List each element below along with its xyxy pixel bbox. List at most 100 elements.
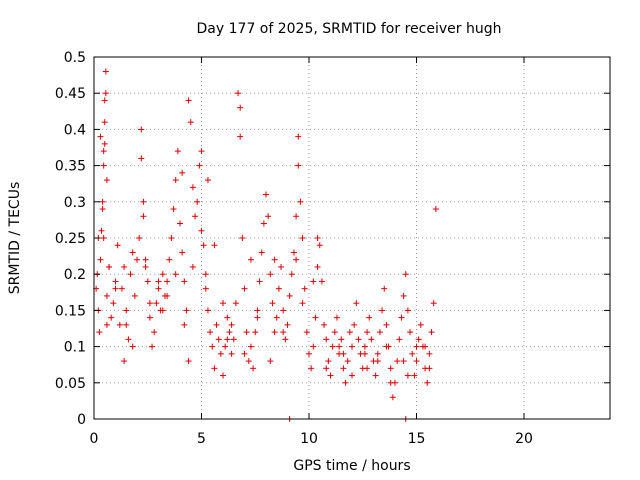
data-point — [164, 292, 171, 299]
y-tick-label: 0.05 — [55, 376, 86, 392]
data-point — [366, 314, 373, 321]
data-point — [402, 271, 409, 278]
data-point — [174, 148, 181, 155]
data-point — [301, 285, 308, 292]
data-point — [202, 271, 209, 278]
x-tick-label: 20 — [515, 431, 533, 447]
data-point — [198, 227, 205, 234]
data-point — [331, 329, 338, 336]
data-point — [98, 227, 105, 234]
data-point — [372, 372, 379, 379]
data-point — [263, 191, 269, 198]
data-point — [344, 358, 351, 365]
data-point — [265, 213, 272, 220]
data-point — [323, 365, 330, 372]
data-point — [316, 242, 323, 249]
data-point — [138, 155, 145, 162]
data-point — [172, 177, 179, 184]
data-point — [409, 350, 416, 357]
data-point — [220, 300, 226, 307]
data-point — [295, 162, 302, 169]
data-point — [136, 235, 143, 241]
data-point — [127, 271, 134, 278]
data-point — [286, 292, 293, 299]
data-point — [241, 350, 248, 357]
data-point — [211, 365, 218, 372]
data-point — [271, 256, 278, 263]
data-point — [288, 271, 295, 278]
data-point — [260, 220, 267, 227]
data-point — [114, 242, 121, 249]
data-point — [374, 350, 381, 357]
data-point — [310, 343, 317, 350]
data-point — [417, 321, 424, 328]
data-point — [112, 285, 119, 292]
data-point — [247, 343, 254, 350]
data-point — [336, 343, 343, 350]
data-point — [204, 177, 211, 184]
data-point — [290, 249, 297, 256]
data-point — [100, 148, 107, 155]
y-tick-label: 0.45 — [55, 86, 86, 102]
y-tick-label: 0.2 — [64, 267, 86, 283]
data-point — [142, 263, 149, 270]
x-tick-label: 10 — [300, 431, 318, 447]
data-point — [396, 336, 403, 343]
data-point — [293, 256, 300, 263]
axis-ticks — [93, 56, 610, 420]
data-point — [168, 235, 175, 241]
data-point — [123, 321, 130, 328]
data-point — [179, 249, 186, 256]
data-point — [303, 329, 310, 336]
data-point — [368, 336, 375, 343]
data-point — [252, 329, 259, 336]
data-point — [413, 358, 420, 365]
data-point — [153, 300, 160, 307]
data-point — [364, 365, 371, 372]
data-point — [159, 307, 166, 314]
data-point — [269, 300, 276, 307]
data-point — [411, 372, 418, 379]
data-point — [232, 300, 239, 307]
data-point — [267, 271, 274, 278]
data-point — [394, 358, 401, 365]
data-point — [338, 336, 345, 343]
data-point — [209, 343, 216, 350]
data-point — [415, 336, 422, 343]
data-point — [340, 365, 347, 372]
data-point — [355, 336, 362, 343]
data-point — [340, 350, 347, 357]
data-point — [353, 300, 360, 307]
data-point — [164, 278, 171, 285]
data-point — [101, 140, 108, 147]
data-point — [426, 365, 433, 372]
data-point — [314, 263, 321, 270]
data-point — [102, 90, 109, 97]
data-point — [349, 343, 355, 350]
data-point — [181, 278, 188, 285]
data-point — [245, 358, 252, 365]
chart-title: Day 177 of 2025, SRMTID for receiver hug… — [197, 21, 502, 37]
data-point — [297, 198, 304, 205]
data-point — [271, 329, 278, 336]
data-point — [374, 358, 381, 365]
data-point — [200, 242, 207, 249]
data-point — [189, 263, 196, 270]
data-point — [413, 343, 420, 350]
y-axis-label: SRMTID / TECUs — [7, 182, 23, 295]
data-point — [106, 263, 113, 270]
data-point — [237, 133, 244, 140]
data-point — [138, 126, 145, 133]
data-point — [361, 350, 368, 357]
data-point — [181, 321, 188, 328]
data-point — [100, 162, 107, 169]
data-point — [318, 278, 325, 285]
data-point — [183, 307, 190, 314]
data-point — [280, 307, 287, 314]
data-point — [96, 329, 103, 336]
data-point — [254, 307, 261, 314]
data-point — [140, 213, 147, 220]
data-point — [224, 336, 231, 343]
data-point — [125, 336, 132, 343]
data-points — [93, 68, 439, 422]
